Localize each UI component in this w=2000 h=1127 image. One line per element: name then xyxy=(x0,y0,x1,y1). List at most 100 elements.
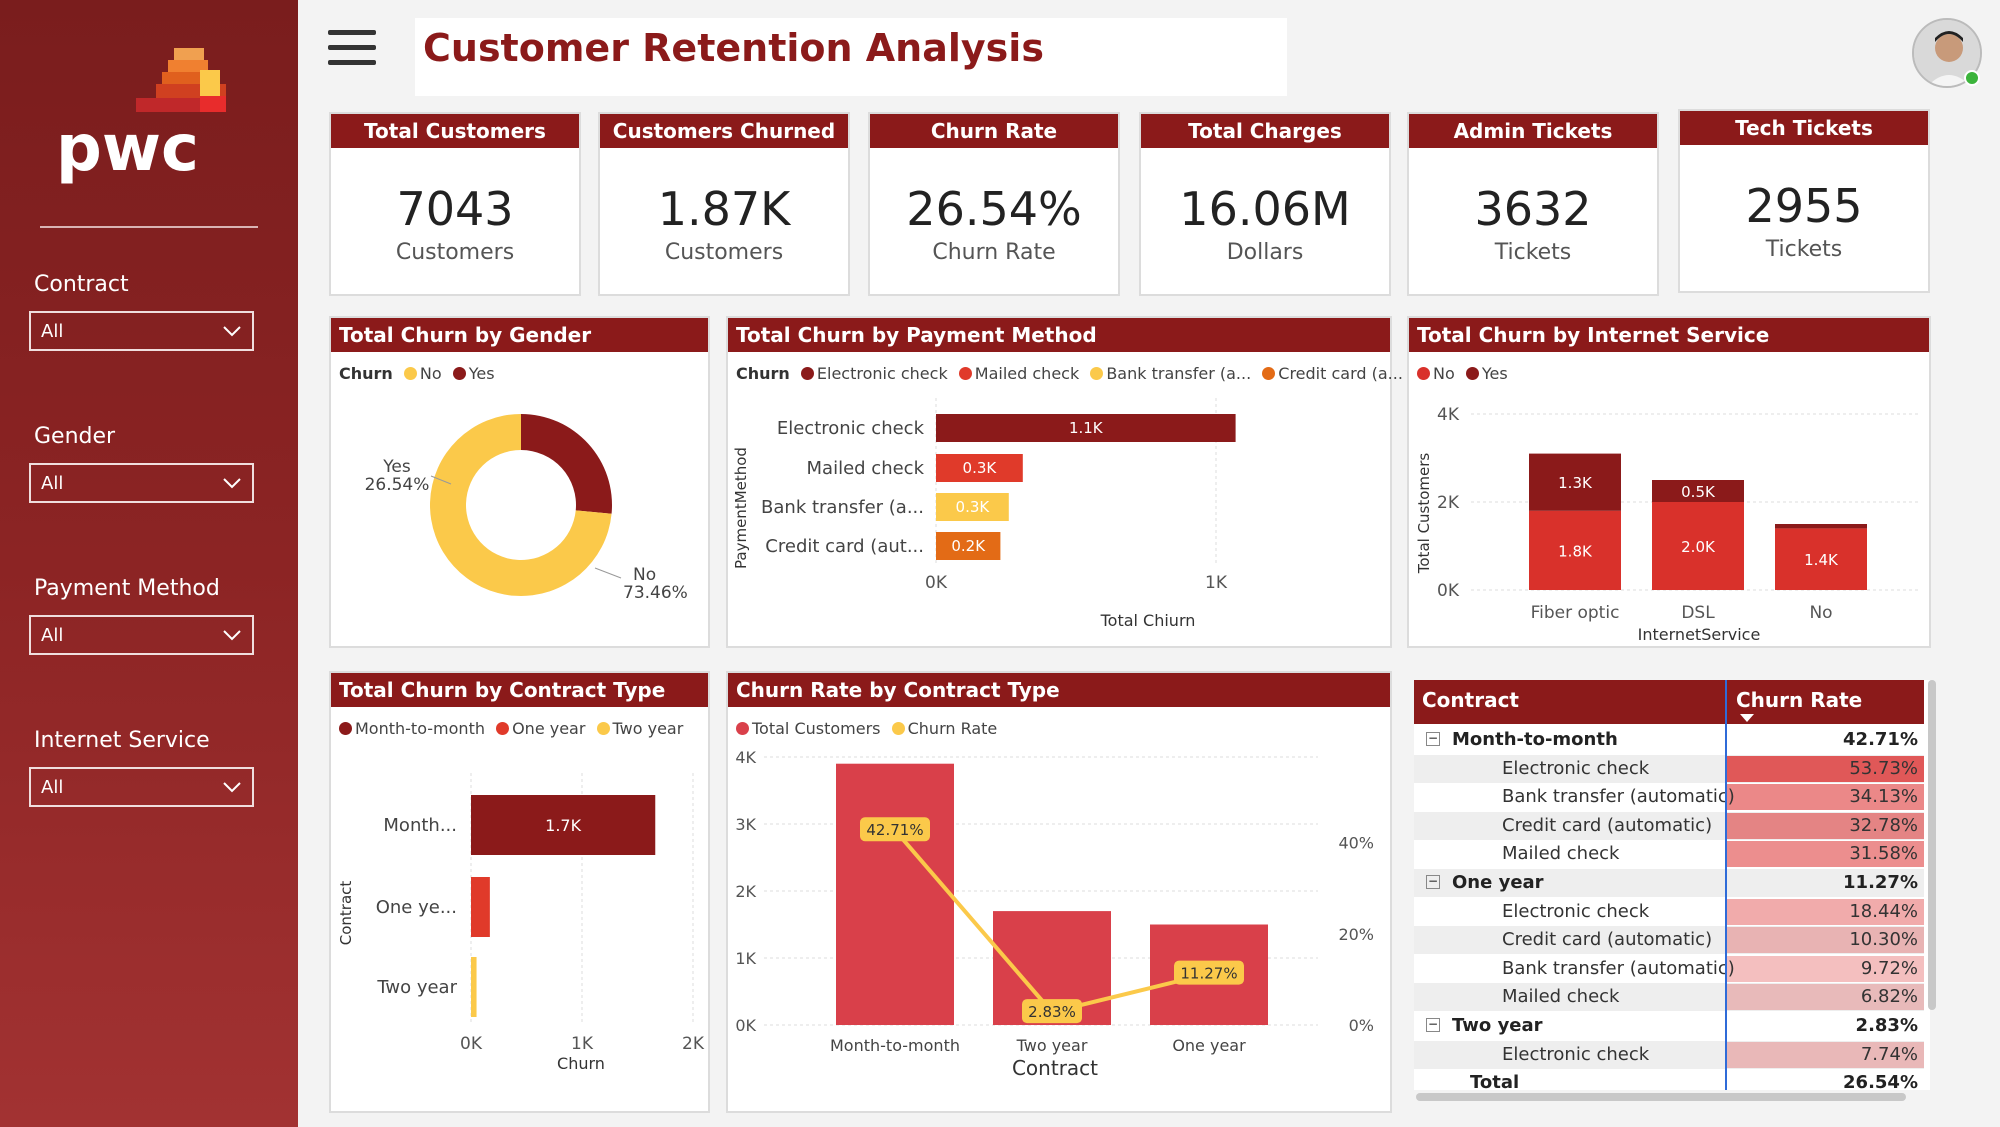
legend-item-bank-transfer[interactable]: Bank transfer (a... xyxy=(1090,364,1251,383)
kpi-unit: Tickets xyxy=(1765,237,1843,262)
payment-legend: Churn Electronic check Mailed check Bank… xyxy=(736,364,1409,383)
table-row[interactable]: Mailed check 31.58% xyxy=(1414,840,1924,868)
legend-item-churn-rate[interactable]: Churn Rate xyxy=(891,719,997,738)
data-label: 2.83% xyxy=(1028,1003,1076,1021)
y-tick-label: 4K xyxy=(735,748,756,767)
data-label: 0.3K xyxy=(963,459,998,477)
contract-legend: Month-to-month One year Two year xyxy=(339,719,689,738)
chevron-down-icon xyxy=(223,630,241,641)
x-axis-title: InternetService xyxy=(1638,625,1761,644)
legend-item-one-year[interactable]: One year xyxy=(496,719,585,738)
row-label: One year xyxy=(1452,872,1544,893)
category-label: Credit card (aut... xyxy=(765,536,924,557)
legend-item-month-to-month[interactable]: Month-to-month xyxy=(339,719,485,738)
internet-service-filter-dropdown[interactable]: All xyxy=(29,767,254,807)
collapse-icon[interactable]: − xyxy=(1426,1017,1440,1032)
row-label: Electronic check xyxy=(1502,900,1650,922)
pwc-logo: pwc xyxy=(50,40,250,200)
y2-tick-label: 40% xyxy=(1338,834,1374,853)
kpi-value: 2955 xyxy=(1745,179,1863,233)
legend-item-electronic-check[interactable]: Electronic check xyxy=(800,364,948,383)
bar-segment xyxy=(1652,502,1744,590)
x-tick-label: 1K xyxy=(1205,573,1228,593)
legend-item-mailed-check[interactable]: Mailed check xyxy=(958,364,1079,383)
kpi-unit: Customers xyxy=(395,240,515,265)
table-row[interactable]: Electronic check 18.44% xyxy=(1414,898,1924,926)
heat-cell xyxy=(1726,755,1924,782)
heat-cell xyxy=(1726,841,1924,868)
group-row[interactable]: − Month-to-month 42.71% xyxy=(1414,726,1924,754)
contract-bar-chart: Month... 1.7K One ye... Two year 0K 1K 2K Churn… xyxy=(337,773,705,1073)
data-label: 0.3K xyxy=(956,498,991,516)
group-row[interactable]: − One year 11.27% xyxy=(1414,869,1924,897)
data-label-badge xyxy=(860,817,930,842)
panel-title: Total Churn by Payment Method xyxy=(728,318,1390,352)
payment-method-filter-value: All xyxy=(41,625,64,646)
legend-title: Churn xyxy=(339,364,393,383)
row-label: Electronic check xyxy=(1502,757,1650,779)
table-row[interactable]: Electronic check 7.74% xyxy=(1414,1040,1924,1069)
legend-item-no[interactable]: No xyxy=(1417,364,1455,383)
legend-item-total-customers[interactable]: Total Customers xyxy=(736,719,881,738)
internet-stacked-bar-chart: 0K 2K 4K 1.8K 1.3K Fiber optic 2.0K 0.5K DSL 1.4K… xyxy=(1415,405,1919,644)
legend-item-yes[interactable]: Yes xyxy=(1465,364,1508,383)
column-header-contract[interactable]: Contract xyxy=(1422,688,1519,712)
table-row[interactable]: Mailed check 6.82% xyxy=(1414,983,1924,1012)
table-row[interactable]: Electronic check 53.73% xyxy=(1414,754,1924,783)
menu-icon[interactable] xyxy=(328,30,376,72)
gender-filter-dropdown[interactable]: All xyxy=(29,463,254,503)
table-row[interactable]: Credit card (automatic) 10.30% xyxy=(1414,926,1924,955)
filter-label-payment-method: Payment Method xyxy=(34,576,220,601)
bar xyxy=(471,877,490,937)
horizontal-scrollbar[interactable] xyxy=(1416,1093,1906,1101)
payment-method-filter-dropdown[interactable]: All xyxy=(29,615,254,655)
legend-item-no[interactable]: No xyxy=(403,364,442,383)
vertical-scrollbar[interactable] xyxy=(1928,680,1936,1010)
heat-cell xyxy=(1726,898,1924,925)
category-label: One year xyxy=(1172,1036,1246,1055)
table-row[interactable]: Bank transfer (automatic) 34.13% xyxy=(1414,783,1924,811)
y-tick-label: 3K xyxy=(735,815,756,834)
category-label: Month... xyxy=(383,815,457,836)
slice-label: Yes xyxy=(382,457,411,477)
table-row[interactable]: Bank transfer (automatic) 9.72% xyxy=(1414,955,1924,983)
sort-desc-icon[interactable] xyxy=(1740,714,1754,722)
category-label: Two year xyxy=(376,977,457,998)
row-value: 53.73% xyxy=(1849,757,1918,779)
kpi-title: Total Charges xyxy=(1141,114,1389,148)
kpi-value: 26.54% xyxy=(906,182,1082,236)
x-axis-title: Contract xyxy=(1012,1056,1098,1080)
data-label: 1.8K xyxy=(1558,542,1593,560)
collapse-icon[interactable]: − xyxy=(1426,731,1440,746)
page-title: Customer Retention Analysis xyxy=(423,26,1044,70)
bar-segment xyxy=(1775,524,1867,529)
column-header-churn-rate[interactable]: Churn Rate xyxy=(1736,688,1863,712)
svg-text:pwc: pwc xyxy=(56,112,199,186)
chevron-down-icon xyxy=(223,782,241,793)
row-label: Two year xyxy=(1452,1015,1543,1036)
legend-item-two-year[interactable]: Two year xyxy=(596,719,683,738)
avatar[interactable] xyxy=(1912,18,1982,88)
total-row[interactable]: Total 26.54% xyxy=(1414,1069,1924,1097)
x-axis-title: Total Chiurn xyxy=(1100,611,1196,630)
data-label: 0.5K xyxy=(1681,483,1716,501)
row-value: 34.13% xyxy=(1849,786,1918,808)
heat-cell xyxy=(1726,1041,1924,1068)
legend-item-yes[interactable]: Yes xyxy=(452,364,495,383)
panel-churn-by-contract-type: Total Churn by Contract Type Month-to-mo… xyxy=(329,671,710,1113)
panel-churn-by-internet-service: Total Churn by Internet Service No Yes 0… xyxy=(1407,316,1931,648)
row-value: 10.30% xyxy=(1849,929,1918,951)
contract-filter-dropdown[interactable]: All xyxy=(29,311,254,351)
data-label: 2.0K xyxy=(1681,538,1716,556)
y-axis-title: PaymentMethod xyxy=(732,447,750,569)
y-axis-title: Contract xyxy=(337,881,355,946)
collapse-icon[interactable]: − xyxy=(1426,874,1440,889)
row-value: 26.54% xyxy=(1843,1072,1918,1094)
legend-item-credit-card[interactable]: Credit card (a... xyxy=(1262,364,1403,383)
y2-tick-label: 20% xyxy=(1338,925,1374,944)
table-row[interactable]: Credit card (automatic) 32.78% xyxy=(1414,811,1924,840)
group-row[interactable]: − Two year 2.83% xyxy=(1414,1012,1924,1040)
x-tick-label: 0K xyxy=(460,1034,483,1054)
